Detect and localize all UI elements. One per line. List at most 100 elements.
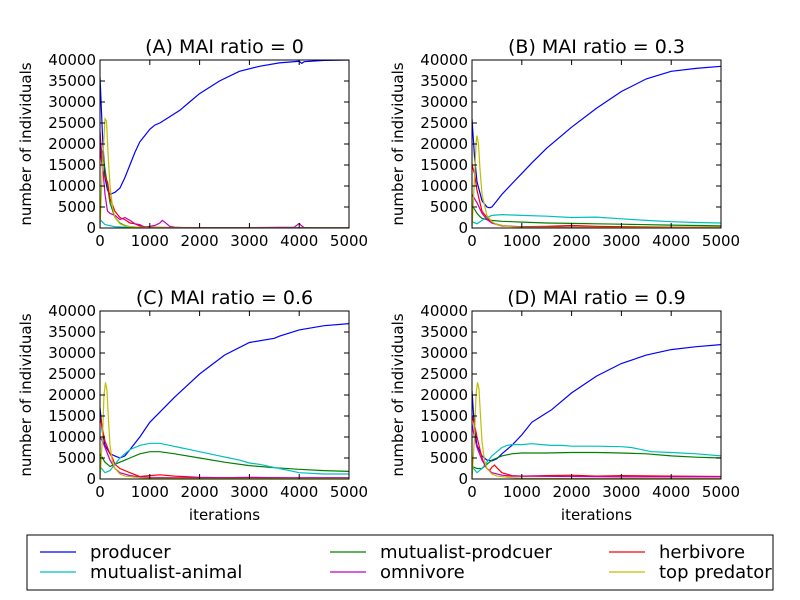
- plot-frame: [471, 59, 722, 229]
- x-tick-label: 4000: [280, 232, 318, 250]
- x-tick-label: 3000: [230, 232, 268, 250]
- x-axis-label: iterations: [189, 506, 260, 524]
- x-tick-label: 5000: [702, 232, 740, 250]
- series-line-producer: [472, 65, 721, 209]
- x-tick-label: 4000: [280, 483, 318, 501]
- legend-label-mutualist_animal: mutualist-animal: [90, 562, 242, 583]
- series-line-omnivore: [100, 436, 349, 479]
- x-tick-label: 2000: [181, 232, 219, 250]
- series-line-herbivore: [472, 164, 721, 228]
- x-tick-label: 2000: [181, 483, 219, 501]
- x-tick-label: 0: [95, 232, 105, 250]
- y-tick-label: 40000: [48, 51, 96, 69]
- y-tick-label: 10000: [48, 428, 96, 446]
- y-tick-label: 5000: [58, 449, 96, 467]
- x-tick-label: 0: [95, 483, 105, 501]
- x-tick-label: 5000: [330, 483, 368, 501]
- y-axis-label: number of individuals: [389, 62, 407, 225]
- legend-label-herbivore: herbivore: [659, 542, 745, 563]
- x-tick-label: 5000: [330, 232, 368, 250]
- y-axis-label: number of individuals: [17, 313, 35, 476]
- series-line-omnivore: [100, 131, 349, 228]
- y-tick-label: 35000: [420, 323, 468, 341]
- y-tick-label: 0: [86, 470, 96, 488]
- x-tick-label: 3000: [230, 483, 268, 501]
- series-line-mutualist_animal: [100, 442, 349, 475]
- legend: producer mutualist-prodcuer herbivore mutua…: [26, 534, 774, 591]
- chart-panel-0: 0 1000 2000 3000 4000 5000 0 5000 10000 15000 2000…: [17, 36, 368, 250]
- series-line-herbivore: [100, 148, 349, 228]
- chart-panel-2: 0 1000 2000 3000 4000 5000 0 5000 10000 15000 2000…: [17, 287, 368, 524]
- y-tick-label: 15000: [420, 156, 468, 174]
- y-tick-label: 40000: [48, 302, 96, 320]
- x-tick-label: 5000: [702, 483, 740, 501]
- plot-frame: [99, 59, 350, 229]
- y-axis-label: number of individuals: [17, 62, 35, 225]
- x-tick-label: 3000: [602, 483, 640, 501]
- legend-label-mutualist_producer: mutualist-prodcuer: [380, 542, 553, 563]
- series-line-mutualist_producer: [100, 451, 349, 472]
- x-tick-label: 2000: [553, 483, 591, 501]
- y-tick-label: 30000: [420, 344, 468, 362]
- series-line-top_predator: [100, 382, 349, 479]
- x-tick-label: 3000: [602, 232, 640, 250]
- y-tick-label: 10000: [48, 177, 96, 195]
- chart-title: (C) MAI ratio = 0.6: [136, 287, 313, 309]
- x-tick-label: 2000: [553, 232, 591, 250]
- y-tick-label: 35000: [420, 72, 468, 90]
- y-tick-label: 40000: [420, 302, 468, 320]
- x-tick-label: 1000: [131, 483, 169, 501]
- y-tick-label: 0: [458, 219, 468, 237]
- chart-panel-3: 0 1000 2000 3000 4000 5000 0 5000 10000 15000 2000…: [389, 287, 740, 524]
- y-tick-label: 15000: [48, 407, 96, 425]
- y-tick-label: 5000: [430, 449, 468, 467]
- series-line-mutualist_producer: [100, 145, 349, 228]
- series-line-producer: [100, 323, 349, 459]
- y-tick-label: 10000: [420, 428, 468, 446]
- legend-box: [26, 534, 774, 591]
- series-line-mutualist_animal: [472, 213, 721, 225]
- series-line-top_predator: [472, 135, 721, 228]
- chart-title: (B) MAI ratio = 0.3: [508, 36, 685, 58]
- x-tick-label: 0: [467, 232, 477, 250]
- y-axis-label: number of individuals: [389, 313, 407, 476]
- y-tick-label: 0: [458, 470, 468, 488]
- chart-title: (A) MAI ratio = 0: [145, 36, 304, 58]
- y-tick-label: 15000: [48, 156, 96, 174]
- y-tick-label: 20000: [420, 135, 468, 153]
- series-line-mutualist_animal: [472, 443, 721, 474]
- y-tick-label: 0: [86, 219, 96, 237]
- y-tick-label: 30000: [420, 93, 468, 111]
- y-tick-label: 25000: [48, 365, 96, 383]
- y-tick-label: 20000: [420, 386, 468, 404]
- series-line-producer: [472, 344, 721, 462]
- y-tick-label: 15000: [420, 407, 468, 425]
- x-tick-label: 1000: [503, 483, 541, 501]
- y-tick-label: 20000: [48, 386, 96, 404]
- series-line-herbivore: [472, 415, 721, 478]
- x-tick-label: 0: [467, 483, 477, 501]
- y-tick-label: 35000: [48, 72, 96, 90]
- chart-panel-1: 0 1000 2000 3000 4000 5000 0 5000 10000 15000 2000…: [389, 36, 740, 250]
- x-tick-label: 1000: [503, 232, 541, 250]
- y-tick-label: 30000: [48, 344, 96, 362]
- x-tick-label: 1000: [131, 232, 169, 250]
- series-line-mutualist_producer: [472, 451, 721, 470]
- y-tick-label: 25000: [420, 114, 468, 132]
- legend-label-producer: producer: [90, 542, 171, 563]
- y-tick-label: 10000: [420, 177, 468, 195]
- series-line-omnivore: [472, 424, 721, 478]
- y-tick-label: 5000: [58, 198, 96, 216]
- y-tick-label: 5000: [430, 198, 468, 216]
- y-tick-label: 25000: [420, 365, 468, 383]
- chart-title: (D) MAI ratio = 0.9: [507, 287, 686, 309]
- x-tick-label: 4000: [652, 483, 690, 501]
- y-tick-label: 35000: [48, 323, 96, 341]
- y-tick-label: 40000: [420, 51, 468, 69]
- series-line-producer: [100, 60, 349, 196]
- series-line-top_predator: [100, 117, 349, 228]
- legend-label-omnivore: omnivore: [380, 562, 465, 583]
- series-line-mutualist_producer: [472, 206, 721, 227]
- legend-label-top_predator: top predator: [659, 562, 772, 583]
